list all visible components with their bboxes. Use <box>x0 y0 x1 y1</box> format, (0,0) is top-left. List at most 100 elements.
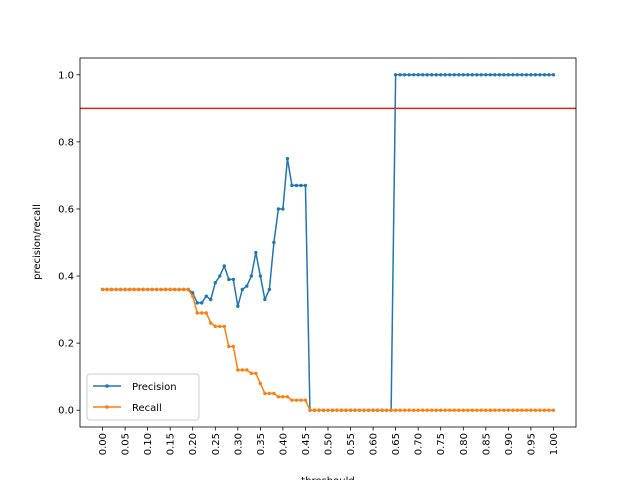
recall-point <box>150 287 154 292</box>
precision-point <box>484 73 488 77</box>
recall-point <box>123 287 127 292</box>
recall-point <box>452 408 456 412</box>
recall-point <box>457 408 461 412</box>
recall-point <box>542 408 547 412</box>
recall-point <box>384 408 389 412</box>
recall-point <box>163 287 168 292</box>
precision-point <box>231 277 236 282</box>
precision-point <box>299 183 303 188</box>
recall-point <box>213 324 217 329</box>
x-tick-label: 1.00 <box>549 433 560 455</box>
precision-point <box>493 73 497 77</box>
precision-point <box>434 73 438 77</box>
x-tick-label: 0.60 <box>369 433 380 455</box>
recall-point <box>172 287 177 292</box>
legend: Precision Recall <box>86 373 200 421</box>
x-tick-label: 0.35 <box>256 433 267 455</box>
recall-point <box>145 287 150 292</box>
precision-point <box>240 287 245 292</box>
precision-point <box>236 304 240 308</box>
recall-point <box>497 408 502 412</box>
precision-point <box>448 73 452 77</box>
recall-point <box>420 408 425 412</box>
recall-point <box>240 368 245 372</box>
recall-point <box>182 287 186 292</box>
recall-point <box>285 395 290 399</box>
recall-point <box>195 311 199 315</box>
y-tick-label: 1.0 <box>58 70 74 81</box>
recall-point <box>249 371 254 376</box>
precision-point <box>475 73 479 77</box>
recall-point <box>493 408 497 412</box>
recall-point <box>439 408 443 412</box>
recall-point <box>411 408 416 412</box>
precision-point <box>470 73 474 77</box>
precision-point <box>200 301 204 305</box>
recall-point <box>461 408 465 412</box>
recall-point <box>506 408 511 412</box>
precision-point <box>461 73 465 77</box>
precision-point <box>538 73 542 77</box>
recall-point <box>515 408 520 412</box>
axes: 0.0 0.2 0.4 0.6 0.8 1.0 0.00 0.05 0.10 0.15 0.20 0.… <box>58 57 577 455</box>
recall-point <box>533 408 538 412</box>
x-tick-label: 0.65 <box>391 433 402 455</box>
recall-point <box>502 408 506 412</box>
precision-point <box>515 73 520 77</box>
x-tick-label: 0.75 <box>436 433 447 455</box>
recall-point <box>330 408 335 412</box>
recall-point <box>416 408 420 412</box>
precision-point <box>249 274 254 278</box>
precision-point <box>285 156 290 161</box>
recall-point <box>159 287 163 292</box>
precision-point <box>533 73 538 77</box>
precision-point <box>430 73 434 77</box>
precision-point <box>479 73 484 77</box>
recall-point <box>551 408 556 412</box>
recall-point <box>380 408 384 412</box>
x-tick-label: 0.85 <box>481 433 492 455</box>
y-tick-label: 0.2 <box>58 339 74 350</box>
y-tick-label: 0.6 <box>58 204 74 215</box>
precision-point <box>209 297 213 302</box>
recall-point <box>200 311 204 315</box>
recall-point <box>484 408 488 412</box>
precision-point <box>551 73 556 77</box>
precision-point <box>303 183 308 188</box>
precision-point <box>195 301 199 305</box>
recall-point <box>127 287 132 292</box>
legend-recall-label: Recall <box>132 403 162 414</box>
recall-point <box>479 408 484 412</box>
x-tick-label: 0.25 <box>211 433 222 455</box>
recall-point <box>402 408 407 412</box>
recall-point <box>448 408 452 412</box>
precision-point <box>407 73 411 77</box>
recall-point <box>317 408 321 412</box>
x-tick-label: 0.00 <box>98 433 109 455</box>
recall-point <box>375 408 380 412</box>
precision-point <box>443 73 447 77</box>
recall-point <box>231 344 236 349</box>
recall-point <box>321 408 326 412</box>
legend-recall-marker <box>105 405 109 409</box>
precision-point <box>272 240 276 245</box>
recall-point <box>520 408 524 412</box>
precision-point <box>227 277 231 282</box>
recall-point <box>430 408 434 412</box>
recall-point <box>357 408 362 412</box>
recall-point <box>168 287 172 292</box>
recall-point <box>529 408 533 412</box>
recall-point <box>245 368 249 372</box>
x-tick-label: 0.20 <box>188 433 199 455</box>
recall-point <box>218 324 222 329</box>
x-tick-label: 0.95 <box>526 433 537 455</box>
recall-point <box>177 287 181 292</box>
recall-point <box>267 391 272 396</box>
recall-point <box>109 287 114 292</box>
recall-point <box>425 408 429 412</box>
precision-point <box>204 294 208 298</box>
recall-point <box>312 408 317 412</box>
x-tick-label: 0.40 <box>278 433 289 455</box>
x-tick-label: 0.90 <box>504 433 515 455</box>
